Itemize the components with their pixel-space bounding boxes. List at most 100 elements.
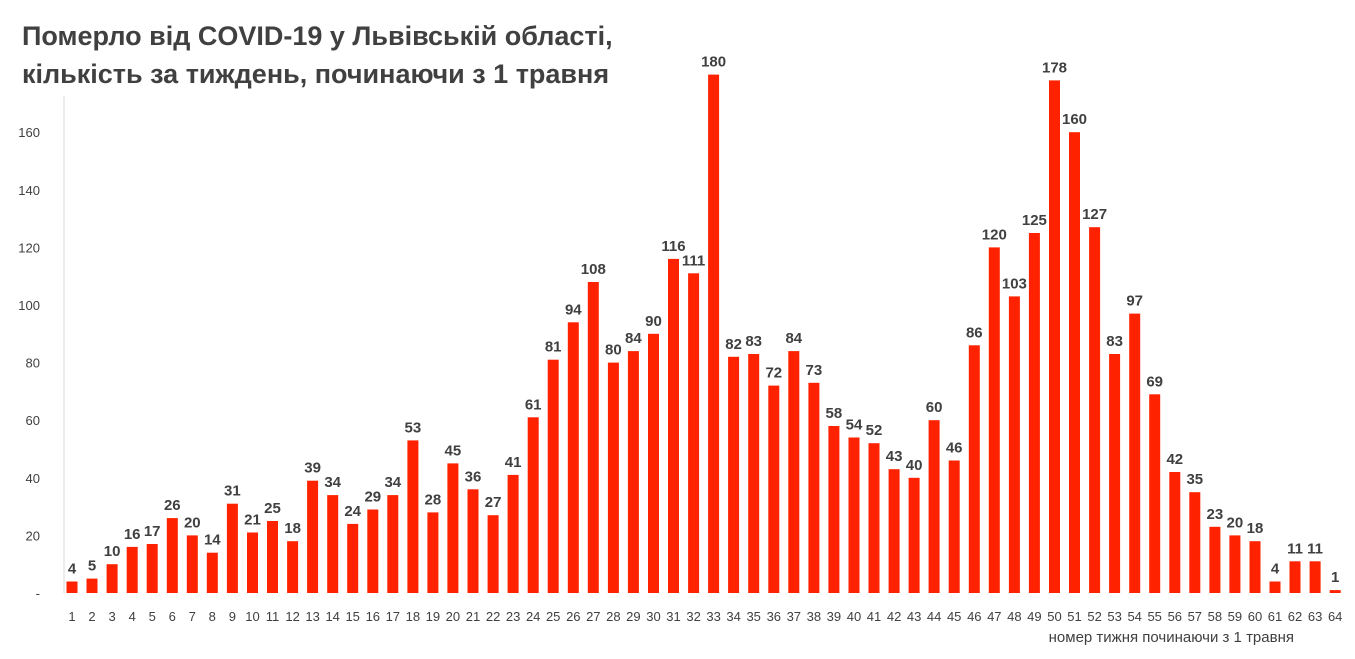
bar	[1329, 590, 1341, 593]
bar	[948, 460, 960, 593]
x-tick-label: 40	[847, 609, 861, 624]
x-tick-label: 42	[887, 609, 901, 624]
x-tick-label: 23	[506, 609, 520, 624]
data-label: 5	[88, 558, 96, 575]
y-tick-label: 40	[26, 471, 40, 486]
bar	[427, 512, 439, 593]
x-tick-label: 47	[987, 609, 1001, 624]
bar	[828, 426, 840, 593]
data-label: 69	[1146, 373, 1163, 390]
x-tick-label: 4	[129, 609, 136, 624]
data-label: 90	[645, 313, 662, 330]
data-label: 72	[765, 365, 782, 382]
bar	[728, 356, 740, 593]
x-tick-label: 55	[1147, 609, 1161, 624]
data-label: 11	[1287, 540, 1303, 557]
bars	[66, 74, 1341, 594]
data-label: 52	[866, 422, 883, 439]
data-label: 36	[465, 468, 482, 485]
x-tick-label: 8	[209, 609, 216, 624]
bar	[1129, 313, 1141, 593]
bar	[287, 541, 299, 593]
x-tick-label: 24	[526, 609, 540, 624]
bar	[928, 420, 940, 593]
bar	[186, 535, 198, 593]
x-tick-label: 34	[726, 609, 740, 624]
data-label: 28	[425, 491, 442, 508]
bar	[407, 440, 419, 593]
data-label: 4	[68, 561, 77, 578]
x-tick-label: 28	[606, 609, 620, 624]
data-label: 26	[164, 497, 181, 514]
x-tick-label: 57	[1188, 609, 1202, 624]
x-tick-label: 36	[767, 609, 781, 624]
data-label: 125	[1022, 212, 1047, 229]
bar	[607, 362, 619, 593]
bar	[1249, 541, 1261, 593]
x-tick-label: 63	[1308, 609, 1322, 624]
data-label: 14	[204, 532, 221, 549]
data-label: 103	[1002, 275, 1027, 292]
x-tick-label: 12	[285, 609, 299, 624]
x-tick-label: 35	[746, 609, 760, 624]
bar	[888, 469, 900, 593]
data-label: 11	[1307, 540, 1323, 557]
bar	[567, 322, 579, 593]
y-tick-label: 60	[26, 413, 40, 428]
bar	[507, 474, 519, 593]
x-tick-label: 2	[88, 609, 95, 624]
x-tick-label: 39	[827, 609, 841, 624]
bar	[968, 345, 980, 593]
data-label: 83	[745, 333, 762, 350]
data-label: 84	[625, 330, 642, 347]
bar	[1069, 132, 1080, 593]
data-label: 86	[966, 324, 983, 341]
bar	[688, 273, 700, 593]
bar	[307, 480, 319, 593]
x-tick-label: 53	[1107, 609, 1121, 624]
bar	[1209, 526, 1221, 593]
bar	[447, 463, 459, 593]
x-tick-label: 25	[546, 609, 560, 624]
bar	[1229, 535, 1241, 593]
bar	[126, 546, 138, 593]
y-tick-label: 80	[26, 356, 40, 371]
data-label: 34	[384, 474, 401, 491]
x-tick-label: 16	[366, 609, 380, 624]
x-tick-label: 58	[1208, 609, 1222, 624]
data-label: 18	[284, 520, 301, 537]
x-tick-label: 60	[1248, 609, 1262, 624]
data-label: 25	[264, 500, 281, 517]
bar	[467, 489, 479, 593]
data-label: 4	[1271, 561, 1280, 578]
x-tick-label: 14	[325, 609, 339, 624]
bar	[547, 359, 559, 593]
bar	[1008, 296, 1020, 593]
bar	[1189, 492, 1201, 593]
bar	[908, 477, 920, 593]
data-label: 116	[661, 238, 685, 255]
data-label: 34	[324, 474, 341, 491]
x-tick-label: 54	[1127, 609, 1141, 624]
x-tick-label: 7	[189, 609, 196, 624]
data-label: 1	[1331, 569, 1339, 586]
bar	[768, 385, 780, 593]
x-tick-label: 21	[466, 609, 480, 624]
data-label: 46	[946, 440, 963, 457]
x-tick-label: 62	[1288, 609, 1302, 624]
x-tick-label: 52	[1087, 609, 1101, 624]
x-tick-label: 37	[787, 609, 801, 624]
bar	[106, 564, 118, 593]
data-label: 10	[104, 543, 121, 560]
data-label: 41	[505, 454, 522, 471]
bar	[1028, 233, 1040, 593]
data-label: 97	[1126, 293, 1143, 310]
bar	[487, 515, 499, 593]
x-tick-label: 10	[245, 609, 259, 624]
data-label: 82	[725, 336, 742, 353]
bar	[1169, 472, 1181, 593]
y-tick-label: 140	[18, 183, 40, 198]
bar	[648, 333, 659, 593]
x-tick-label: 11	[266, 609, 280, 624]
x-tick-label: 3	[108, 609, 115, 624]
